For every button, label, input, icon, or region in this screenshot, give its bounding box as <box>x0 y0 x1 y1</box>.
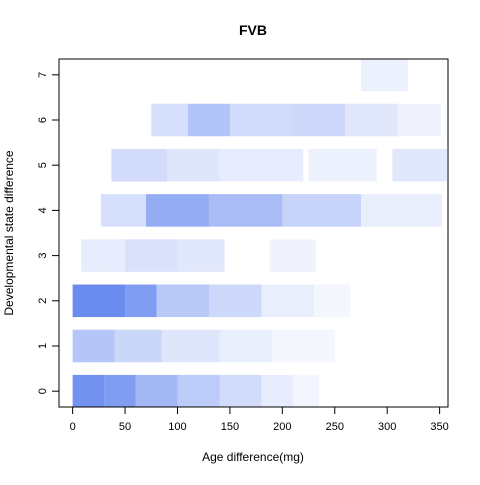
band-segment-state-6 <box>292 103 346 137</box>
x-axis: 0 50 100 150 200 250 300 350 <box>70 406 449 433</box>
band-segment-state-0 <box>177 374 220 408</box>
chart-title: FVB <box>239 22 267 38</box>
band-segment-state-0 <box>135 374 178 408</box>
y-tick-label: 4 <box>37 207 49 213</box>
band-segment-state-2 <box>72 284 126 318</box>
y-axis: 0 1 2 3 4 5 6 7 <box>37 72 60 394</box>
y-tick-label: 7 <box>37 72 49 78</box>
y-axis-label: Developmental state difference <box>2 150 16 316</box>
x-tick-label: 300 <box>378 421 396 433</box>
band-segment-state-2 <box>313 284 351 318</box>
x-tick-label: 100 <box>168 421 186 433</box>
band-segment-state-0 <box>104 374 136 408</box>
band-segment-state-2 <box>208 284 262 318</box>
band-segment-state-5 <box>219 148 304 182</box>
band-segment-state-0 <box>219 374 262 408</box>
band-segment-state-3 <box>177 239 225 272</box>
band-segment-state-6 <box>151 103 188 137</box>
band-segment-state-0 <box>292 374 320 408</box>
band-segment-state-6 <box>397 103 441 137</box>
band-segment-state-3 <box>125 239 178 272</box>
band-segment-state-4 <box>360 194 442 227</box>
band-segment-state-0 <box>261 374 293 408</box>
band-segment-state-3 <box>269 239 316 272</box>
x-tick-label: 150 <box>221 421 239 433</box>
band-segment-state-6 <box>229 103 293 137</box>
band-segment-state-5 <box>392 148 447 182</box>
data-bands <box>72 58 447 408</box>
x-tick-label: 0 <box>70 421 76 433</box>
band-segment-state-1 <box>271 329 335 363</box>
band-segment-state-3 <box>81 239 126 272</box>
y-tick-label: 6 <box>37 117 49 123</box>
band-segment-state-1 <box>161 329 220 363</box>
x-tick-label: 200 <box>273 421 291 433</box>
x-tick-label: 350 <box>430 421 448 433</box>
band-segment-state-2 <box>125 284 157 318</box>
band-segment-state-7 <box>360 58 409 92</box>
band-segment-state-5 <box>167 148 220 182</box>
y-tick-label: 2 <box>37 298 49 304</box>
y-tick-label: 1 <box>37 343 49 349</box>
band-segment-state-6 <box>345 103 398 137</box>
band-segment-state-1 <box>114 329 162 363</box>
y-tick-label: 3 <box>37 253 49 259</box>
band-segment-state-5 <box>308 148 377 182</box>
y-tick-label: 0 <box>37 388 49 394</box>
band-segment-state-6 <box>187 103 230 137</box>
x-tick-label: 50 <box>119 421 131 433</box>
x-tick-label: 250 <box>326 421 344 433</box>
band-segment-state-1 <box>72 329 115 363</box>
band-segment-state-2 <box>261 284 314 318</box>
band-segment-state-2 <box>156 284 209 318</box>
band-segment-state-1 <box>219 329 272 363</box>
y-tick-label: 5 <box>37 162 49 168</box>
x-axis-label: Age difference(mg) <box>202 450 304 464</box>
band-segment-state-4 <box>282 194 361 227</box>
band-segment-state-4 <box>146 194 209 227</box>
band-segment-state-4 <box>208 194 283 227</box>
band-segment-state-4 <box>100 194 147 227</box>
band-segment-state-5 <box>111 148 167 182</box>
band-segment-state-0 <box>72 374 105 408</box>
